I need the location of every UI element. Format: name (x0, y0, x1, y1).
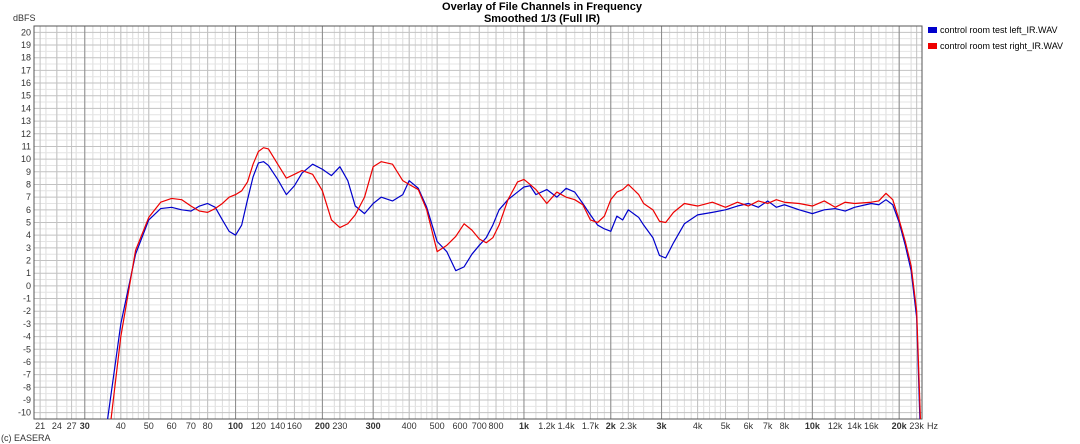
y-tick-label: 0 (26, 281, 31, 291)
x-tick-label: 24 (52, 421, 62, 431)
y-tick-label: -7 (23, 370, 31, 380)
x-tick-label: 300 (366, 421, 381, 431)
y-tick-label: 4 (26, 230, 31, 240)
x-tick-label: 5k (721, 421, 731, 431)
y-tick-label: 12 (21, 129, 31, 139)
x-tick-label: 6k (744, 421, 754, 431)
x-axis-unit: Hz (927, 421, 938, 431)
x-tick-label: 12k (828, 421, 843, 431)
y-tick-label: 20 (21, 27, 31, 37)
axis-ticks: 20191817161514131211109876543210-1-2-3-4… (18, 27, 924, 431)
y-tick-label: 17 (21, 65, 31, 75)
y-tick-label: 9 (26, 167, 31, 177)
x-tick-label: 800 (489, 421, 504, 431)
y-tick-label: -2 (23, 306, 31, 316)
x-tick-label: 27 (67, 421, 77, 431)
x-tick-label: 700 (472, 421, 487, 431)
y-tick-label: 14 (21, 103, 31, 113)
legend-entry: control room test right_IR.WAV (940, 41, 1063, 51)
legend-entry: control room test left_IR.WAV (940, 25, 1058, 35)
x-tick-label: 1.7k (582, 421, 600, 431)
plot-frame (33, 25, 923, 420)
x-tick-label: 14k (847, 421, 862, 431)
series-line-right (110, 147, 922, 419)
x-tick-label: 120 (251, 421, 266, 431)
x-tick-label: 4k (693, 421, 703, 431)
y-tick-label: 5 (26, 218, 31, 228)
x-tick-label: 7k (763, 421, 773, 431)
x-tick-label: 10k (805, 421, 821, 431)
x-tick-label: 1k (519, 421, 530, 431)
y-tick-label: -10 (18, 408, 31, 418)
x-tick-label: 23k (909, 421, 924, 431)
x-tick-label: 600 (452, 421, 467, 431)
x-tick-label: 8k (780, 421, 790, 431)
y-tick-label: 19 (21, 40, 31, 50)
y-tick-label: -4 (23, 332, 31, 342)
grid (33, 25, 923, 420)
y-tick-label: 11 (22, 141, 31, 151)
y-tick-label: 7 (26, 192, 31, 202)
x-tick-label: 140 (270, 421, 285, 431)
x-tick-label: 1.2k (538, 421, 556, 431)
y-tick-label: 3 (26, 243, 31, 253)
y-tick-label: -6 (23, 357, 31, 367)
legend-swatch (928, 27, 937, 33)
x-tick-label: 21 (35, 421, 45, 431)
y-tick-label: 13 (21, 116, 31, 126)
x-tick-label: 70 (186, 421, 196, 431)
legend-swatch (928, 43, 937, 49)
x-tick-label: 1.4k (558, 421, 576, 431)
copyright-credit: (c) EASERA (1, 433, 51, 443)
x-tick-label: 400 (402, 421, 417, 431)
x-tick-label: 160 (287, 421, 302, 431)
y-tick-label: -9 (23, 395, 31, 405)
series-layer (107, 147, 922, 419)
x-tick-label: 60 (167, 421, 177, 431)
y-tick-label: 15 (21, 91, 31, 101)
x-tick-label: 500 (430, 421, 445, 431)
x-tick-label: 230 (332, 421, 347, 431)
x-tick-label: 40 (116, 421, 126, 431)
y-axis-unit: dBFS (13, 13, 36, 23)
chart-title: Overlay of File Channels in Frequency (442, 1, 643, 13)
x-tick-label: 80 (203, 421, 213, 431)
y-tick-label: 18 (21, 53, 31, 63)
x-tick-label: 2.3k (620, 421, 638, 431)
chart-subtitle: Smoothed 1/3 (Full IR) (484, 13, 600, 25)
y-tick-label: 8 (26, 179, 31, 189)
x-tick-label: 30 (80, 421, 90, 431)
y-tick-label: -5 (23, 344, 31, 354)
x-tick-label: 200 (315, 421, 330, 431)
y-tick-label: -3 (23, 319, 31, 329)
y-tick-label: 1 (26, 268, 31, 278)
x-tick-label: 100 (228, 421, 243, 431)
x-tick-label: 50 (144, 421, 154, 431)
x-tick-label: 20k (892, 421, 908, 431)
y-tick-label: -8 (23, 382, 31, 392)
y-tick-label: 2 (26, 256, 31, 266)
y-tick-label: -1 (23, 294, 31, 304)
y-tick-label: 16 (21, 78, 31, 88)
x-tick-label: 16k (864, 421, 879, 431)
y-tick-label: 10 (21, 154, 31, 164)
x-tick-label: 2k (606, 421, 617, 431)
x-tick-label: 3k (657, 421, 668, 431)
y-tick-label: 6 (26, 205, 31, 215)
